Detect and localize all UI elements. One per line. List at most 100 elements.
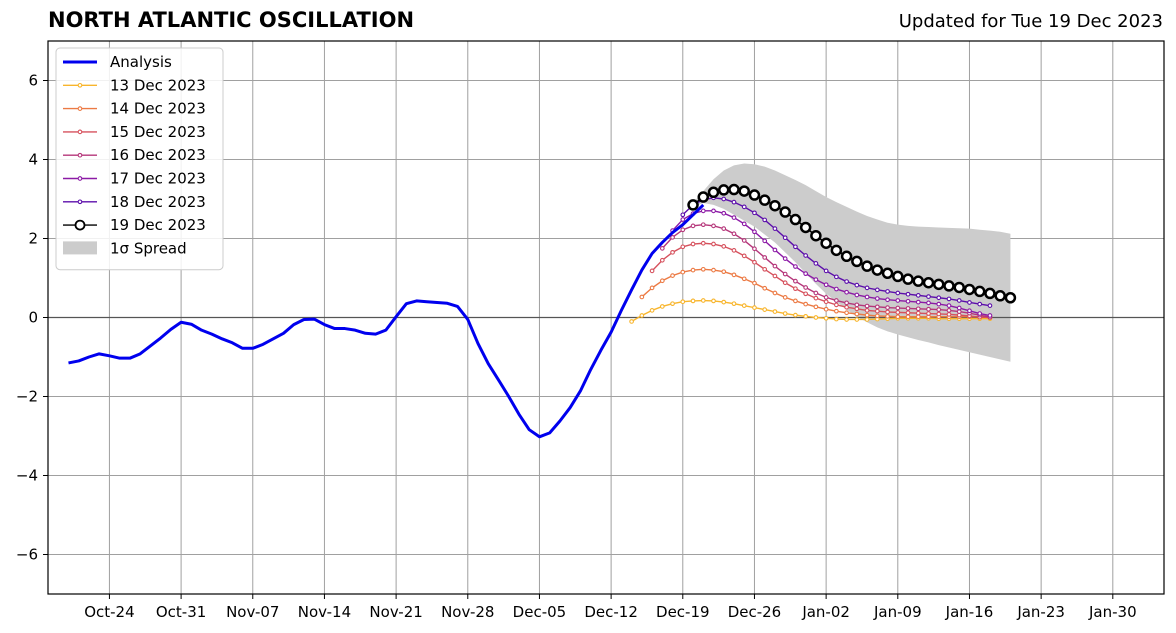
forecast-point [639,313,645,318]
forecast-point [728,183,740,196]
forecast-point [987,313,993,318]
forecast-point [926,306,931,312]
forecast-point [752,210,757,216]
forecast-point [789,213,802,226]
forecast-point [731,248,737,253]
forecast-point [895,314,901,320]
forecast-point [864,312,870,318]
forecast-point [915,306,921,312]
forecast-point [874,313,880,319]
forecast-point [936,307,942,312]
x-tick-label: Oct-24 [84,603,134,621]
forecast-point [680,227,686,233]
forecast-point [731,272,737,278]
forecast-point [813,304,819,310]
forecast-point [687,199,699,211]
forecast-point [823,299,829,305]
y-tick-label: 4 [28,151,38,169]
legend-label: 18 Dec 2023 [110,193,206,211]
forecast-point [731,199,737,205]
forecast-point [680,244,686,250]
chart-title: NORTH ATLANTIC OSCILLATION [48,8,415,32]
forecast-point [670,234,675,240]
forecast-point [629,319,634,324]
forecast-point [649,308,655,313]
forecast-point [717,184,730,196]
forecast-point [864,308,870,313]
forecast-point [741,204,747,210]
forecast-point [946,303,952,309]
forecast-point [963,283,976,296]
forecast-point [881,267,894,280]
legend-label: 19 Dec 2023 [110,216,206,234]
legend-marker [77,129,83,135]
x-tick-label: Jan-02 [801,603,850,621]
forecast-point [803,291,809,297]
forecast-point [752,280,757,286]
forecast-point [874,308,880,314]
forecast-point [895,305,901,311]
forecast-point [912,275,925,287]
x-tick-label: Nov-28 [441,603,494,621]
forecast-point [772,273,778,279]
forecast-series [687,183,1017,304]
forecast-series [649,240,993,320]
forecast-point [854,302,860,308]
forecast-point [680,217,686,222]
legend-item: 13 Dec 2023 [63,76,206,94]
forecast-point [953,281,965,294]
forecast-point [721,244,727,249]
forecast-point [834,308,839,314]
forecast-series [670,208,993,318]
x-tick-label: Dec-19 [656,603,710,621]
forecast-point [782,256,788,261]
forecast-point [700,266,706,272]
forecast-point [741,253,747,259]
legend-item: 16 Dec 2023 [63,146,206,164]
legend-swatch [63,241,97,255]
forecast-point [973,285,986,298]
forecast-point [793,298,798,304]
forecast-point [793,278,798,284]
forecast-point [731,231,737,237]
forecast-point [830,244,843,257]
forecast-point [803,271,809,277]
forecast-point [864,317,870,322]
forecast-point [915,310,921,316]
forecast-point [762,307,768,312]
forecast-point [680,299,686,305]
forecast-point [926,300,931,306]
forecast-point [984,287,996,300]
forecast-point [977,311,983,316]
forecast-point [793,312,798,318]
forecast-series [659,222,993,320]
forecast-point [762,266,768,272]
forecast-point [779,206,791,218]
updated-date: Updated for Tue 19 Dec 2023 [898,11,1163,32]
forecast-point [926,311,931,316]
forecast-point [748,189,761,201]
forecast-point [793,264,798,269]
legend-marker [77,199,83,205]
legend-item: 14 Dec 2023 [63,100,206,118]
forecast-point [741,276,747,282]
forecast-point [799,221,812,234]
forecast-point [905,298,911,304]
forecast-point [854,311,860,317]
forecast-point [946,311,952,317]
forecast-point [844,279,849,284]
forecast-point [649,268,655,274]
forecast-point [956,298,962,303]
forecast-point [711,267,716,273]
forecast-point [659,257,665,263]
forecast-point [697,191,710,203]
forecast-point [933,278,945,291]
forecast-point [915,299,921,305]
forecast-point [861,260,873,272]
legend: Analysis 13 Dec 2023 14 Dec 2023 15 Dec 202… [55,47,224,271]
x-tick-label: Jan-09 [873,603,922,621]
forecast-point [700,240,706,246]
legend-marker [77,106,83,111]
x-tick-label: Dec-26 [728,603,782,621]
